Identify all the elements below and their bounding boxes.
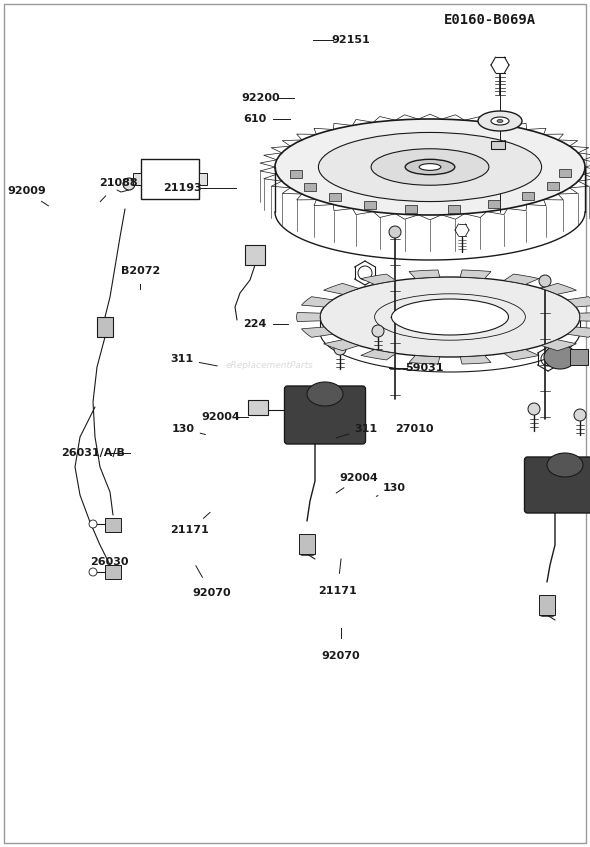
Bar [245,245,265,265]
Ellipse shape [275,119,585,215]
Polygon shape [323,340,359,351]
Text: 92004: 92004 [202,412,241,422]
Bar [141,159,199,199]
Polygon shape [504,350,539,360]
FancyBboxPatch shape [284,386,365,444]
Ellipse shape [497,119,503,123]
Circle shape [389,226,401,238]
Bar [329,193,341,202]
Ellipse shape [371,149,489,185]
Polygon shape [361,350,396,360]
Bar [299,534,315,554]
Polygon shape [579,313,590,322]
Ellipse shape [419,163,441,170]
Circle shape [539,275,551,287]
Polygon shape [409,270,440,279]
Ellipse shape [320,277,580,357]
Bar [570,349,588,365]
Text: 59031: 59031 [405,363,444,374]
Polygon shape [541,284,576,295]
Polygon shape [297,313,320,322]
Polygon shape [460,356,491,364]
Circle shape [89,520,97,528]
Bar [105,565,121,579]
Bar [199,173,207,185]
Text: 311: 311 [354,424,378,434]
Bar [133,173,141,185]
Text: 92151: 92151 [332,35,371,45]
Text: 92070: 92070 [192,588,231,598]
Polygon shape [504,274,539,285]
Text: 26031/A/B: 26031/A/B [61,448,125,458]
Bar [290,170,301,179]
FancyBboxPatch shape [525,457,590,513]
Bar [364,201,376,209]
Text: 21193: 21193 [163,183,202,193]
Text: 130: 130 [383,483,405,493]
Ellipse shape [478,111,522,131]
Bar [539,595,555,615]
Polygon shape [460,270,491,279]
Ellipse shape [392,299,509,335]
Bar [491,141,505,149]
Text: B2072: B2072 [121,266,160,276]
Polygon shape [409,356,440,364]
Ellipse shape [319,132,542,202]
Text: 92004: 92004 [339,473,378,483]
Text: 92200: 92200 [241,93,280,103]
Ellipse shape [544,345,576,369]
Circle shape [372,325,384,337]
Ellipse shape [547,453,583,477]
Bar [304,183,316,191]
Text: 21171: 21171 [171,525,209,535]
Text: 311: 311 [170,354,194,364]
Circle shape [334,343,346,355]
Text: 92070: 92070 [322,651,360,662]
Bar [488,200,500,208]
Bar [559,169,571,177]
Text: 224: 224 [243,318,267,329]
Ellipse shape [491,117,509,125]
Polygon shape [301,327,333,337]
Bar [448,205,460,213]
Polygon shape [361,274,396,285]
Text: 21088: 21088 [99,178,137,188]
Polygon shape [541,340,576,351]
Bar [247,400,267,415]
Bar [97,317,113,337]
Circle shape [89,568,97,576]
Text: 610: 610 [243,113,267,124]
Circle shape [574,409,586,421]
Text: E0160-B069A: E0160-B069A [444,13,536,27]
Circle shape [528,403,540,415]
Polygon shape [301,296,333,307]
Polygon shape [568,327,590,337]
Ellipse shape [307,382,343,406]
Text: eReplacementParts: eReplacementParts [226,361,314,369]
Text: 92009: 92009 [7,186,46,197]
Circle shape [123,178,135,190]
Bar [105,518,121,532]
Bar [405,205,417,213]
Text: 27010: 27010 [395,424,434,434]
Polygon shape [568,296,590,307]
Bar [546,181,559,190]
Text: 26030: 26030 [90,556,129,567]
Text: 21171: 21171 [318,586,357,596]
Bar [522,192,534,201]
Ellipse shape [405,159,455,174]
Polygon shape [323,284,359,295]
Text: 130: 130 [172,424,194,434]
